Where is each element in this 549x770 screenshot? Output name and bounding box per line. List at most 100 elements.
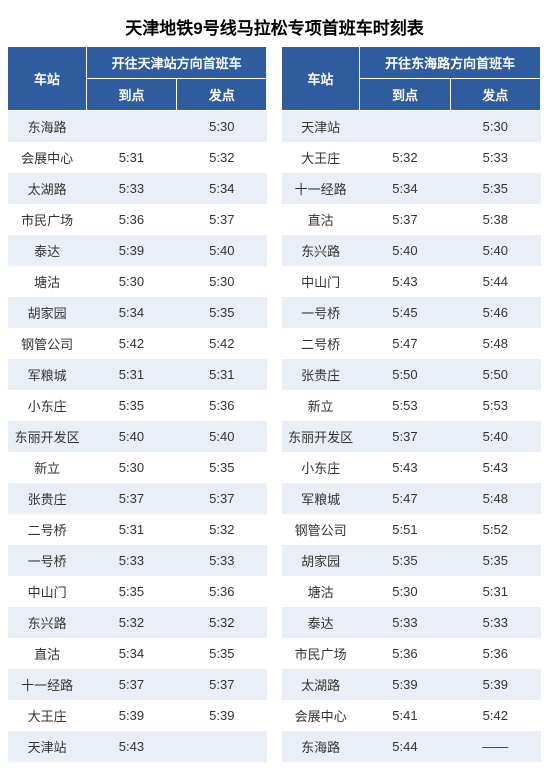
arrive-left: 5:30 bbox=[86, 452, 176, 483]
station-right: 胡家园 bbox=[282, 545, 360, 576]
timetable: 车站 开往天津站方向首班车 车站 开往东海路方向首班车 到点 发点 到点 发点 … bbox=[8, 47, 541, 762]
depart-left: 5:31 bbox=[177, 359, 267, 390]
depart-right: 5:36 bbox=[450, 638, 540, 669]
depart-left: 5:34 bbox=[177, 173, 267, 204]
arrive-left: 5:43 bbox=[86, 731, 176, 762]
header-arrive-left: 到点 bbox=[86, 79, 176, 111]
station-right: 新立 bbox=[282, 390, 360, 421]
table-row: 东海路5:30天津站5:30 bbox=[8, 111, 541, 143]
depart-left: 5:37 bbox=[177, 483, 267, 514]
row-gap bbox=[267, 514, 282, 545]
depart-right: 5:42 bbox=[450, 700, 540, 731]
station-right: 太湖路 bbox=[282, 669, 360, 700]
header-direction-left: 开往天津站方向首班车 bbox=[86, 47, 267, 79]
arrive-right: 5:37 bbox=[360, 421, 450, 452]
arrive-left: 5:35 bbox=[86, 576, 176, 607]
page-title: 天津地铁9号线马拉松专项首班车时刻表 bbox=[8, 8, 541, 47]
depart-right: 5:50 bbox=[450, 359, 540, 390]
depart-right: 5:30 bbox=[450, 111, 540, 143]
station-left: 东兴路 bbox=[8, 607, 86, 638]
table-row: 胡家园5:345:35一号桥5:455:46 bbox=[8, 297, 541, 328]
station-left: 东丽开发区 bbox=[8, 421, 86, 452]
station-left: 会展中心 bbox=[8, 142, 86, 173]
row-gap bbox=[267, 142, 282, 173]
arrive-left: 5:37 bbox=[86, 669, 176, 700]
table-row: 一号桥5:335:33胡家园5:355:35 bbox=[8, 545, 541, 576]
depart-right: 5:39 bbox=[450, 669, 540, 700]
table-row: 东丽开发区5:405:40东丽开发区5:375:40 bbox=[8, 421, 541, 452]
arrive-left: 5:30 bbox=[86, 266, 176, 297]
arrive-right: 5:43 bbox=[360, 452, 450, 483]
station-left: 小东庄 bbox=[8, 390, 86, 421]
station-left: 东海路 bbox=[8, 111, 86, 143]
arrive-right: 5:43 bbox=[360, 266, 450, 297]
station-right: 会展中心 bbox=[282, 700, 360, 731]
table-row: 市民广场5:365:37直沽5:375:38 bbox=[8, 204, 541, 235]
arrive-left: 5:31 bbox=[86, 514, 176, 545]
table-row: 天津站5:43东海路5:44—— bbox=[8, 731, 541, 762]
depart-right: 5:38 bbox=[450, 204, 540, 235]
table-row: 钢管公司5:425:42二号桥5:475:48 bbox=[8, 328, 541, 359]
depart-right: 5:40 bbox=[450, 235, 540, 266]
depart-left: 5:33 bbox=[177, 545, 267, 576]
station-left: 市民广场 bbox=[8, 204, 86, 235]
depart-right: —— bbox=[450, 731, 540, 762]
station-left: 大王庄 bbox=[8, 700, 86, 731]
depart-left: 5:32 bbox=[177, 607, 267, 638]
header-direction-right: 开往东海路方向首班车 bbox=[360, 47, 541, 79]
row-gap bbox=[267, 545, 282, 576]
depart-left: 5:35 bbox=[177, 638, 267, 669]
row-gap bbox=[267, 576, 282, 607]
table-row: 军粮城5:315:31张贵庄5:505:50 bbox=[8, 359, 541, 390]
table-row: 小东庄5:355:36新立5:535:53 bbox=[8, 390, 541, 421]
station-left: 钢管公司 bbox=[8, 328, 86, 359]
table-header: 车站 开往天津站方向首班车 车站 开往东海路方向首班车 到点 发点 到点 发点 bbox=[8, 47, 541, 111]
arrive-right: 5:41 bbox=[360, 700, 450, 731]
arrive-left bbox=[86, 111, 176, 143]
station-right: 二号桥 bbox=[282, 328, 360, 359]
depart-right: 5:53 bbox=[450, 390, 540, 421]
station-right: 中山门 bbox=[282, 266, 360, 297]
arrive-right: 5:36 bbox=[360, 638, 450, 669]
station-left: 十一经路 bbox=[8, 669, 86, 700]
depart-left: 5:37 bbox=[177, 204, 267, 235]
station-left: 军粮城 bbox=[8, 359, 86, 390]
arrive-right: 5:35 bbox=[360, 545, 450, 576]
row-gap bbox=[267, 111, 282, 143]
row-gap bbox=[267, 421, 282, 452]
table-row: 直沽5:345:35市民广场5:365:36 bbox=[8, 638, 541, 669]
arrive-right: 5:53 bbox=[360, 390, 450, 421]
depart-left: 5:36 bbox=[177, 576, 267, 607]
depart-right: 5:31 bbox=[450, 576, 540, 607]
arrive-left: 5:31 bbox=[86, 359, 176, 390]
row-gap bbox=[267, 731, 282, 762]
depart-left: 5:40 bbox=[177, 421, 267, 452]
station-right: 天津站 bbox=[282, 111, 360, 143]
station-right: 小东庄 bbox=[282, 452, 360, 483]
station-right: 直沽 bbox=[282, 204, 360, 235]
station-left: 天津站 bbox=[8, 731, 86, 762]
depart-left: 5:42 bbox=[177, 328, 267, 359]
arrive-right: 5:39 bbox=[360, 669, 450, 700]
header-depart-right: 发点 bbox=[450, 79, 540, 111]
arrive-right: 5:30 bbox=[360, 576, 450, 607]
station-left: 张贵庄 bbox=[8, 483, 86, 514]
table-row: 中山门5:355:36塘沽5:305:31 bbox=[8, 576, 541, 607]
row-gap bbox=[267, 204, 282, 235]
arrive-left: 5:31 bbox=[86, 142, 176, 173]
station-right: 东兴路 bbox=[282, 235, 360, 266]
arrive-left: 5:39 bbox=[86, 235, 176, 266]
arrive-left: 5:34 bbox=[86, 297, 176, 328]
row-gap bbox=[267, 297, 282, 328]
depart-right: 5:40 bbox=[450, 421, 540, 452]
arrive-right: 5:51 bbox=[360, 514, 450, 545]
station-left: 塘沽 bbox=[8, 266, 86, 297]
arrive-right: 5:33 bbox=[360, 607, 450, 638]
arrive-right: 5:50 bbox=[360, 359, 450, 390]
arrive-left: 5:35 bbox=[86, 390, 176, 421]
depart-right: 5:33 bbox=[450, 607, 540, 638]
arrive-right: 5:44 bbox=[360, 731, 450, 762]
table-row: 泰达5:395:40东兴路5:405:40 bbox=[8, 235, 541, 266]
depart-left: 5:37 bbox=[177, 669, 267, 700]
row-gap bbox=[267, 700, 282, 731]
